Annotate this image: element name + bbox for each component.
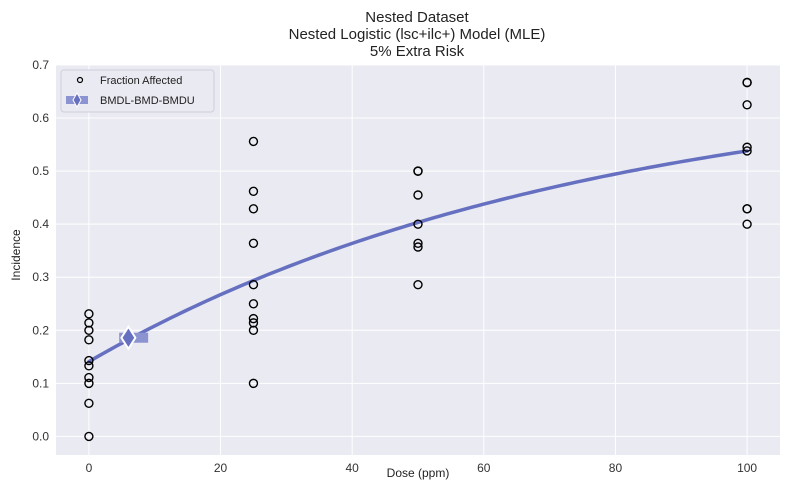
data-point [742,77,752,88]
data-point [742,219,752,229]
data-point [742,100,752,110]
title-line-2: Nested Logistic (lsc+ilc+) Model (MLE) [289,26,546,43]
legend-marker-fraction-affected [76,76,84,84]
legend-box [60,69,215,113]
legend: Fraction Affected BMDL-BMD-BMDU [60,69,215,113]
y-tick-label: 0.1 [32,376,49,390]
data-point [248,204,259,214]
data-point [413,238,423,248]
x-axis-label: Dose (ppm) [387,466,450,480]
y-axis-label: Incidence [9,229,23,281]
y-tick-label: 0.4 [32,217,49,231]
y-tick-label: 0.7 [32,58,49,72]
data-point [413,219,423,229]
data-point [84,335,94,345]
y-tick-label: 0.6 [32,111,49,125]
data-points-layer [84,77,752,442]
data-point [84,378,94,389]
data-point [84,361,94,371]
data-point [84,318,94,328]
x-tick-label: 20 [214,461,228,475]
data-point [248,313,259,324]
data-point [84,398,94,408]
data-point [84,372,94,383]
data-point [413,242,423,252]
model-curve-layer [87,149,749,364]
data-point [413,190,423,200]
x-tick-label: 40 [346,461,360,475]
data-point [248,299,259,309]
x-tick-label: 100 [737,461,757,475]
data-point [248,186,259,196]
data-point [413,166,423,176]
bmd-interval-layer [119,324,149,351]
bmd-diamond [120,324,137,351]
chart-title: Nested Dataset Nested Logistic (lsc+ilc+… [289,9,546,60]
data-point [413,279,423,290]
y-tick-label: 0.5 [32,164,49,178]
data-point [84,355,94,366]
x-tick-label: 80 [609,461,623,475]
y-tick-label: 0.3 [32,270,49,284]
model-curve [87,149,749,364]
x-tick-label: 0 [86,461,93,475]
data-point [248,238,259,248]
data-point [248,378,259,389]
data-point [742,146,752,156]
y-tick-label: 0.2 [32,323,49,337]
plot-area [56,65,780,455]
data-point [742,142,752,152]
grid [56,64,780,455]
data-point [248,136,259,147]
x-tick-labels: 0 20 40 60 80 100 [86,461,758,475]
data-point [248,279,259,290]
data-point [84,431,94,442]
data-point [742,204,752,214]
x-tick-label: 60 [477,461,491,475]
legend-marker-bmd-diamond [72,91,82,109]
legend-label-fraction-affected: Fraction Affected [100,75,182,87]
data-point [84,309,94,319]
title-line-3: 5% Extra Risk [370,43,465,60]
y-tick-label: 0.0 [32,429,49,443]
legend-label-bmdl-bmd-bmdu: BMDL-BMD-BMDU [100,95,195,107]
title-line-1: Nested Dataset [365,9,469,26]
y-tick-labels: 0.0 0.1 0.2 0.3 0.4 0.5 0.6 0.7 [32,58,49,443]
data-point [248,318,259,328]
